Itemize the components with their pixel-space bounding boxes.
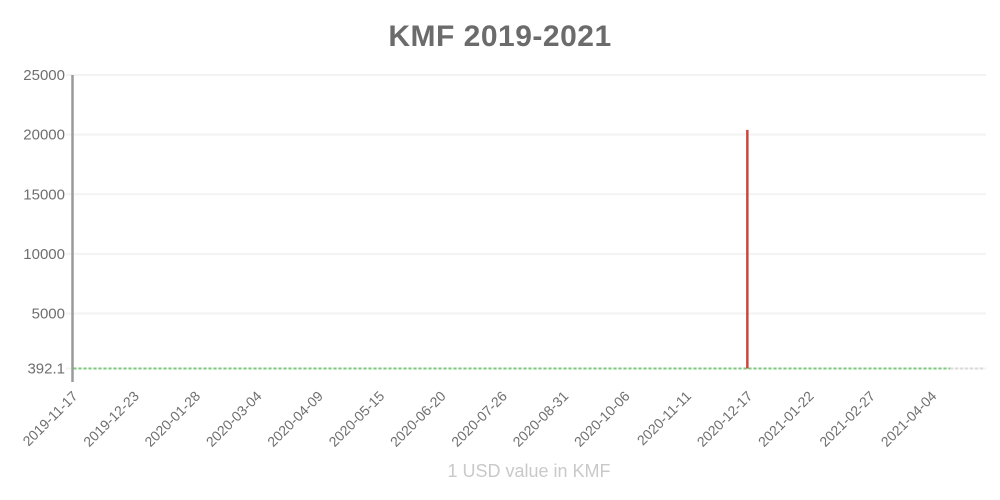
- x-tick-label: 2019-11-17: [19, 388, 80, 449]
- x-tick-label: 2020-08-31: [509, 388, 571, 450]
- x-tick-label: 2020-11-11: [634, 388, 695, 449]
- x-tick-label: 2019-12-23: [80, 388, 142, 450]
- x-tick-label: 2021-02-27: [816, 388, 878, 450]
- x-tick-label: 2020-04-09: [264, 388, 326, 450]
- x-tick-label: 2021-04-04: [878, 388, 940, 450]
- x-tick-label: 2020-06-20: [387, 388, 449, 450]
- y-tick-label: 392.1: [27, 361, 65, 378]
- x-tick-label: 2020-01-28: [141, 388, 203, 450]
- x-tick-label: 2020-05-15: [325, 388, 387, 450]
- x-tick-label: 2020-12-17: [694, 388, 756, 450]
- x-tick-label: 2020-07-26: [448, 388, 510, 450]
- y-tick-label: 15000: [23, 186, 65, 203]
- x-tick-label: 2020-03-04: [203, 388, 265, 450]
- y-tick-label: 10000: [23, 246, 65, 263]
- x-tick-label: 2020-10-06: [571, 388, 633, 450]
- chart-title: KMF 2019-2021: [388, 20, 612, 53]
- x-tick-label: 2021-01-22: [755, 388, 817, 450]
- y-tick-label: 5000: [32, 306, 65, 323]
- y-tick-label: 20000: [23, 127, 65, 144]
- y-tick-label: 25000: [23, 67, 65, 84]
- chart-caption: 1 USD value in KMF: [447, 461, 611, 481]
